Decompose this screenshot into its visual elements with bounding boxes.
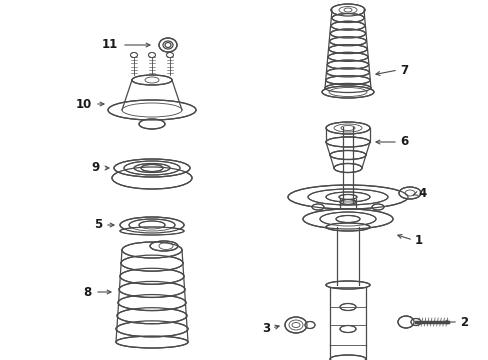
Text: 11: 11: [102, 39, 118, 51]
Text: 4: 4: [417, 188, 426, 201]
Ellipse shape: [339, 303, 355, 310]
Ellipse shape: [325, 281, 369, 289]
Ellipse shape: [326, 60, 368, 69]
Ellipse shape: [335, 216, 359, 222]
Text: 6: 6: [399, 135, 407, 148]
Ellipse shape: [325, 137, 369, 147]
Ellipse shape: [129, 219, 175, 231]
Text: 7: 7: [399, 63, 407, 77]
Ellipse shape: [150, 241, 178, 251]
Ellipse shape: [319, 212, 375, 226]
Ellipse shape: [410, 319, 420, 325]
Ellipse shape: [120, 217, 183, 233]
Ellipse shape: [285, 317, 306, 333]
Ellipse shape: [330, 29, 365, 38]
Ellipse shape: [108, 100, 196, 120]
Ellipse shape: [134, 163, 170, 172]
Ellipse shape: [119, 282, 184, 297]
Ellipse shape: [118, 294, 185, 311]
Ellipse shape: [122, 242, 182, 258]
Ellipse shape: [112, 167, 192, 189]
Ellipse shape: [116, 336, 187, 348]
Ellipse shape: [325, 192, 369, 202]
Ellipse shape: [330, 4, 364, 16]
Ellipse shape: [120, 268, 183, 284]
Ellipse shape: [117, 308, 186, 324]
Text: 5: 5: [94, 219, 102, 231]
Ellipse shape: [124, 161, 180, 175]
Ellipse shape: [330, 21, 364, 30]
Ellipse shape: [325, 223, 369, 231]
Ellipse shape: [371, 204, 383, 210]
Ellipse shape: [148, 53, 155, 58]
Ellipse shape: [139, 221, 164, 229]
Ellipse shape: [114, 159, 190, 177]
Text: 8: 8: [83, 285, 92, 298]
Ellipse shape: [327, 53, 367, 62]
Ellipse shape: [141, 165, 163, 171]
Text: 10: 10: [76, 98, 92, 111]
Ellipse shape: [329, 150, 365, 159]
Text: 2: 2: [459, 315, 467, 328]
Ellipse shape: [305, 321, 314, 328]
Ellipse shape: [307, 189, 387, 205]
Text: 9: 9: [92, 162, 100, 175]
Ellipse shape: [331, 13, 363, 22]
Ellipse shape: [397, 316, 413, 328]
Text: 1: 1: [414, 234, 422, 247]
Ellipse shape: [303, 209, 392, 229]
Ellipse shape: [329, 37, 366, 46]
Ellipse shape: [311, 204, 324, 210]
Ellipse shape: [120, 227, 183, 235]
Ellipse shape: [398, 187, 420, 199]
Ellipse shape: [325, 76, 369, 85]
Ellipse shape: [333, 163, 361, 172]
Text: 3: 3: [262, 321, 269, 334]
Ellipse shape: [166, 53, 173, 58]
Ellipse shape: [132, 75, 172, 85]
Ellipse shape: [339, 199, 355, 204]
Ellipse shape: [339, 325, 355, 333]
Ellipse shape: [329, 355, 365, 360]
Ellipse shape: [121, 255, 183, 271]
Ellipse shape: [325, 122, 369, 134]
Ellipse shape: [325, 84, 370, 93]
Ellipse shape: [326, 68, 369, 77]
Ellipse shape: [116, 321, 187, 337]
Ellipse shape: [321, 86, 373, 98]
Ellipse shape: [287, 185, 407, 209]
Ellipse shape: [139, 119, 164, 129]
Ellipse shape: [130, 53, 137, 58]
Ellipse shape: [328, 45, 366, 54]
Ellipse shape: [338, 194, 356, 199]
Ellipse shape: [159, 38, 177, 52]
